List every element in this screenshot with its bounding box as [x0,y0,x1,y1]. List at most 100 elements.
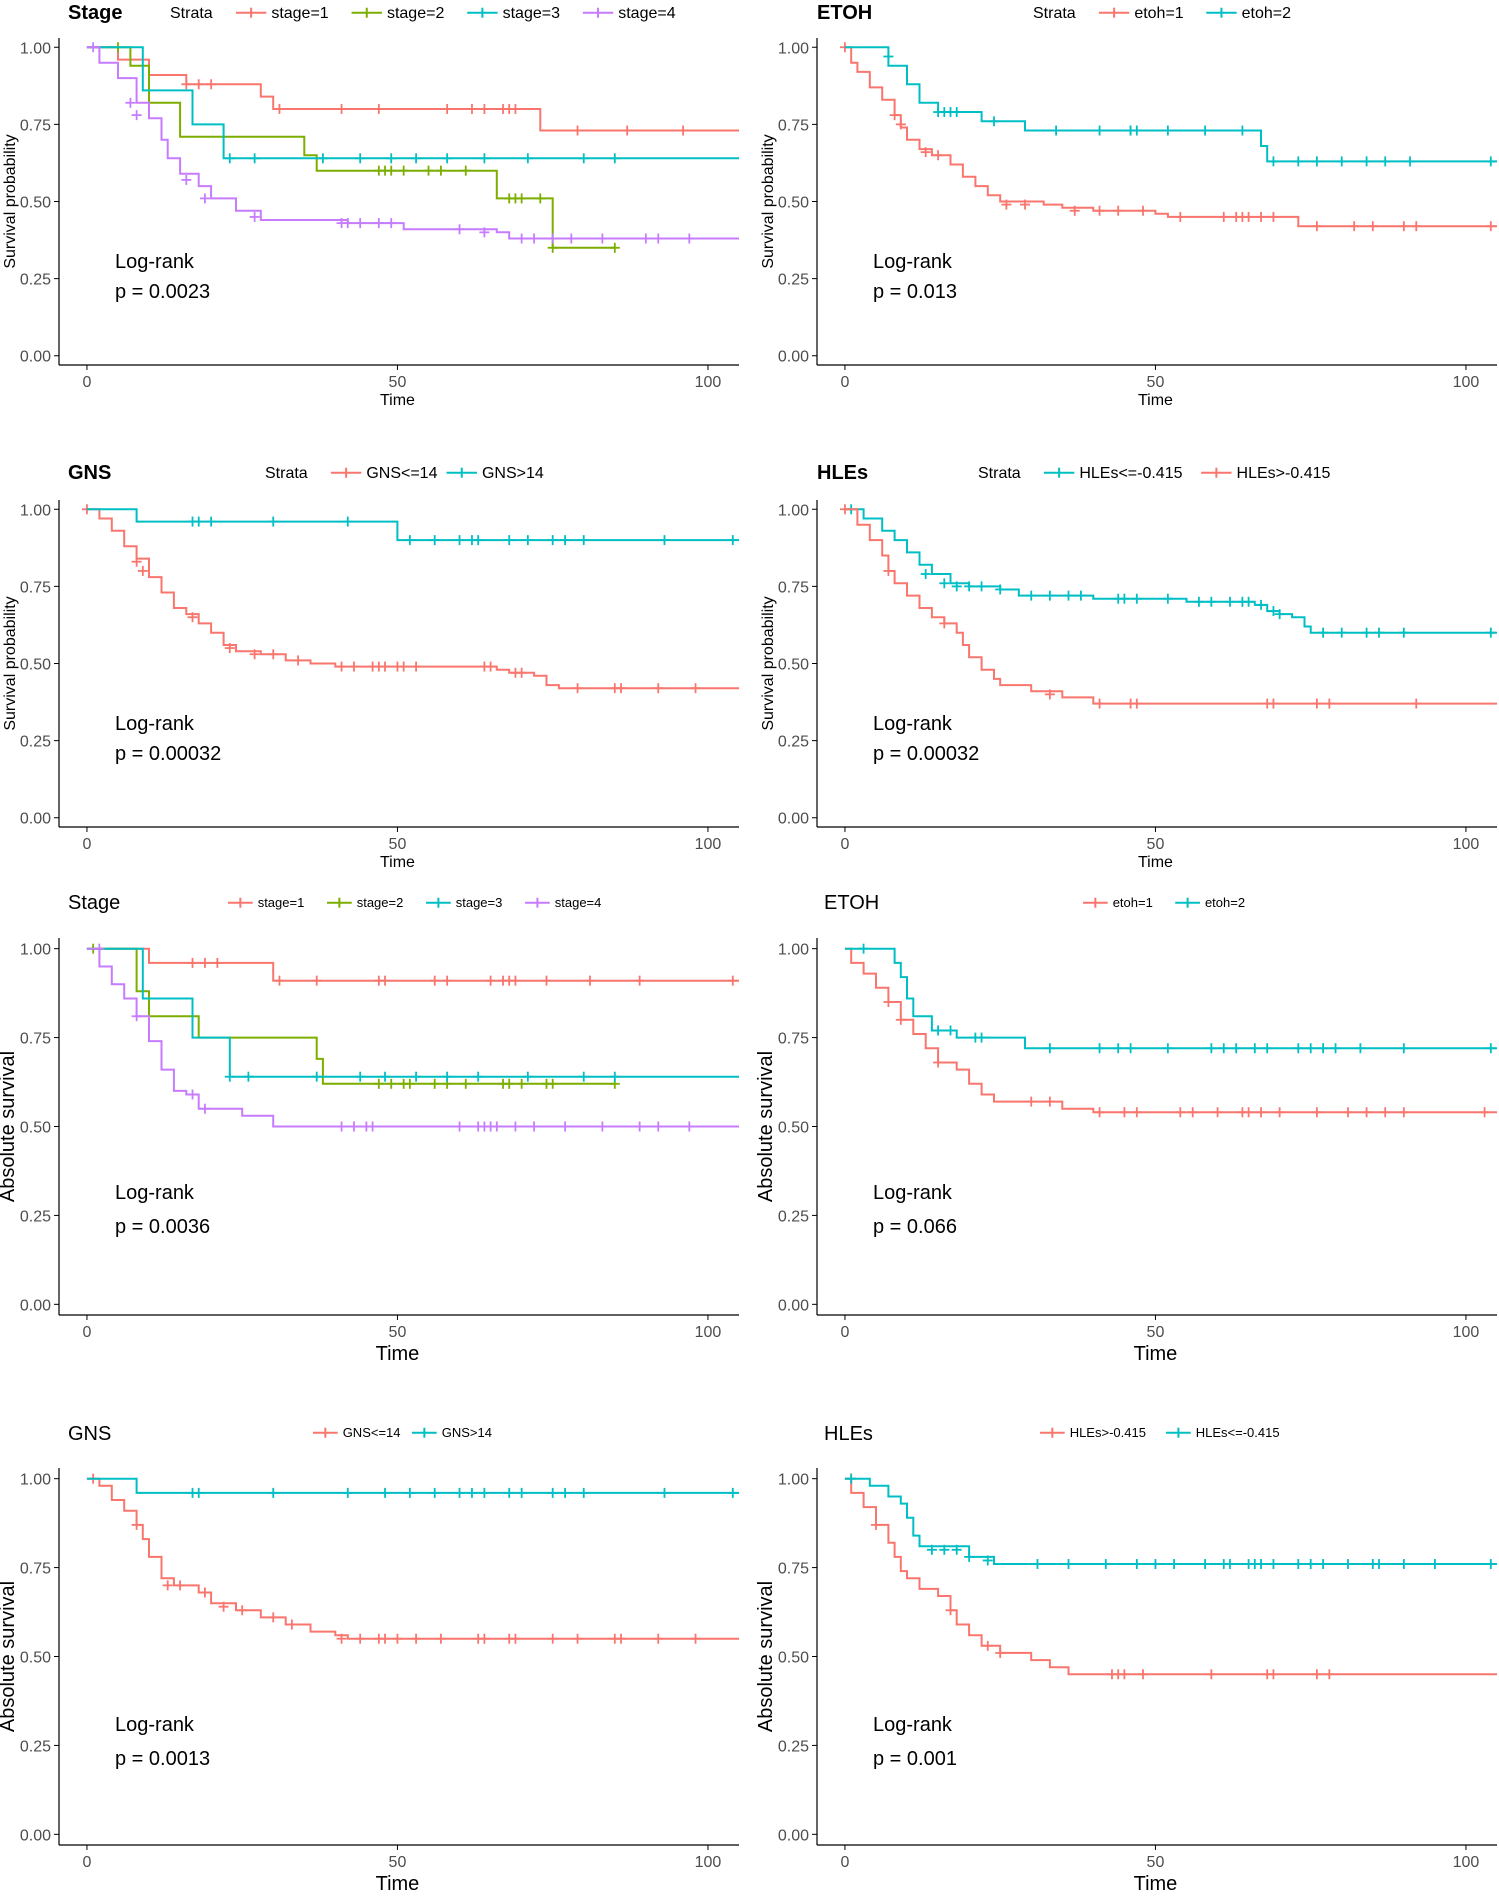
censor-mark [386,218,397,229]
censor-mark [1094,205,1105,216]
censor-mark [435,165,446,176]
censor-mark [199,193,210,204]
censor-mark [1398,1107,1409,1118]
censor-mark [522,153,533,164]
legend-item: etoh=2 [1206,5,1291,22]
censor-mark [1293,156,1304,167]
censor-mark [976,1032,987,1043]
censor-mark [939,578,950,589]
p-value-label: p = 0.0013 [115,1748,210,1770]
legend-label: stage=2 [357,895,404,910]
censor-mark [640,233,651,244]
y-tick-label: 1.00 [20,1472,51,1489]
legend-label: stage=3 [456,895,503,910]
y-axis-label: Survival probability [760,134,777,268]
x-tick-label: 0 [840,836,849,853]
legend-label: GNS<=14 [343,1425,401,1440]
censor-mark [988,116,999,127]
censor-mark [1342,1107,1353,1118]
x-axis-label: Time [1134,1873,1178,1895]
censor-mark [1318,627,1329,638]
censor-mark [137,565,148,576]
censor-mark [951,1544,962,1555]
censor-mark [1150,1559,1161,1570]
censor-mark [355,1633,366,1644]
chart-title: GNS [68,462,111,484]
censor-mark [224,643,235,654]
km-curve-stage=1 [86,947,739,982]
censor-mark [1268,156,1279,167]
censor-mark [572,1633,583,1644]
km-curve-etoh=2 [844,46,1497,163]
censor-mark [1051,125,1062,136]
censor-mark [547,1633,558,1644]
legend-item: GNS<=14 [313,1425,401,1440]
censor-mark [1268,1559,1279,1570]
censor-mark [1044,590,1055,601]
censor-mark [355,218,366,229]
censor-mark [355,153,366,164]
y-tick-label: 0.00 [20,349,51,366]
censor-mark [1094,698,1105,709]
legend-item: stage=1 [235,5,329,22]
chart-panel-2: ETOH Strata etoh=1 etoh=2 0.00 0.25 0.50 0.75 1.… [760,2,1497,409]
legend-label: HLEs>-0.415 [1070,1425,1146,1440]
legend-title: Strata [978,465,1021,482]
censor-mark [1162,593,1173,604]
censor-mark [1380,156,1391,167]
censor-mark [206,516,217,527]
censor-mark [982,1640,993,1651]
censor-mark [423,165,434,176]
censor-mark [1044,1096,1055,1107]
censor-mark [336,103,347,114]
censor-mark [846,1473,857,1484]
km-curve-GNS<=14 [86,508,739,690]
censor-mark [1069,205,1080,216]
p-value-label: p = 0.013 [873,281,957,303]
censor-mark [429,1487,440,1498]
censor-mark [510,975,521,986]
censor-mark [94,943,105,954]
y-axis-label: Survival probability [760,596,777,730]
p-value-label: p = 0.001 [873,1748,957,1770]
censor-mark [522,1071,533,1082]
censor-mark [88,42,99,53]
y-tick-label: 0.25 [778,1738,809,1755]
x-tick-label: 50 [389,1854,407,1871]
censor-mark [131,110,142,121]
km-curve-stage=4 [86,947,739,1128]
censor-mark [199,1587,210,1598]
km-curve-stage=1 [86,46,739,132]
censor-mark [466,103,477,114]
censor-mark [268,516,279,527]
censor-mark [1193,596,1204,607]
censor-mark [268,1487,279,1498]
censor-mark [1100,1559,1111,1570]
logrank-label: Log-rank [115,251,195,273]
logrank-label: Log-rank [115,1182,195,1204]
censor-mark [1398,627,1409,638]
censor-mark [479,1487,490,1498]
x-tick-label: 50 [1147,1324,1165,1341]
y-tick-label: 0.25 [778,1208,809,1225]
legend-label: stage=4 [618,5,675,22]
legend-label: GNS<=14 [366,465,437,482]
censor-mark [485,661,496,672]
km-curve-etoh=1 [844,46,1497,228]
censor-mark [883,565,894,576]
x-axis-label: Time [380,854,415,871]
censor-mark [1336,156,1347,167]
censor-mark [1479,1107,1490,1118]
censor-mark [380,1633,391,1644]
censor-mark [473,1071,484,1082]
censor-mark [578,535,589,546]
censor-mark [442,975,453,986]
y-tick-label: 0.75 [778,1031,809,1048]
censor-mark [1075,590,1086,601]
censor-mark [398,165,409,176]
logrank-label: Log-rank [873,713,953,735]
legend-label: stage=4 [555,895,602,910]
censor-mark [1020,199,1031,210]
x-tick-label: 0 [840,374,849,391]
censor-mark [454,224,465,235]
